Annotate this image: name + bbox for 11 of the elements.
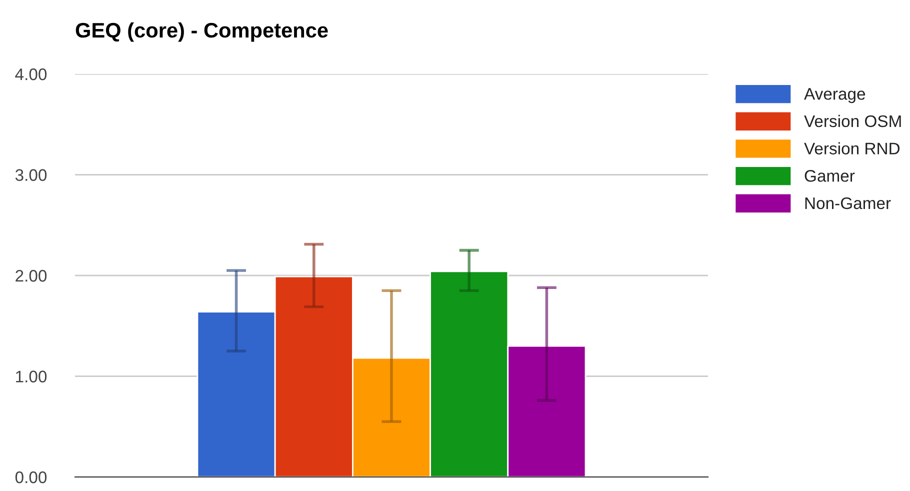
y-tick-label: 3.00 [15,169,47,181]
y-tick-label: 4.00 [15,68,47,80]
y-tick-label: 2.00 [16,270,47,282]
chart-title: GEQ (core) - Competence [76,22,328,42]
legend-label: Average [804,88,866,104]
legend-label: Gamer [804,170,855,182]
legend-label: Non-Gamer [805,197,891,210]
y-tick-label: 1.00 [16,370,47,382]
legend-label: Version OSM [804,114,901,128]
legend-label: Version RND [804,142,900,154]
y-tick-label: 0.00 [15,471,47,484]
